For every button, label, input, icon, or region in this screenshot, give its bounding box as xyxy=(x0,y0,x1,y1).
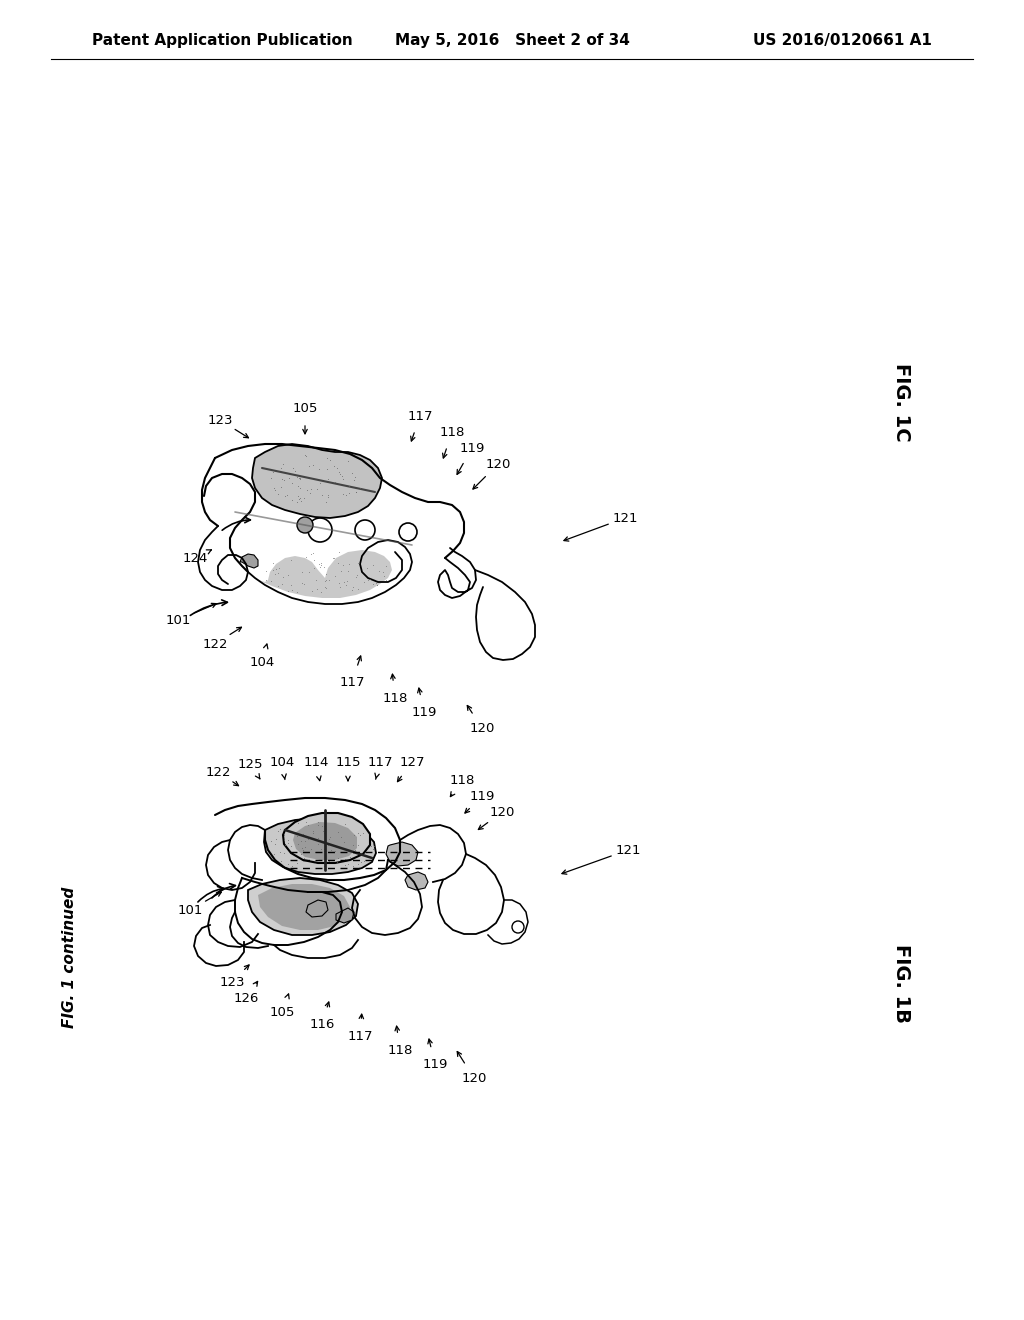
Text: 117: 117 xyxy=(408,409,433,422)
Polygon shape xyxy=(406,873,428,890)
Text: 121: 121 xyxy=(612,511,638,524)
Text: 118: 118 xyxy=(387,1044,413,1056)
Polygon shape xyxy=(258,884,350,931)
Text: 118: 118 xyxy=(382,692,408,705)
Text: 104: 104 xyxy=(250,656,274,668)
Polygon shape xyxy=(240,554,258,568)
Text: 117: 117 xyxy=(347,1030,373,1043)
Text: 105: 105 xyxy=(292,401,317,414)
Text: 117: 117 xyxy=(368,755,393,768)
Text: 116: 116 xyxy=(309,1018,335,1031)
Text: Patent Application Publication: Patent Application Publication xyxy=(92,33,353,49)
Text: 104: 104 xyxy=(269,755,295,768)
Polygon shape xyxy=(283,813,370,863)
Text: FIG. 1B: FIG. 1B xyxy=(892,944,910,1023)
Circle shape xyxy=(297,517,313,533)
Text: 122: 122 xyxy=(205,766,230,779)
Polygon shape xyxy=(258,550,392,598)
Text: FIG. 1C: FIG. 1C xyxy=(892,363,910,442)
Text: 119: 119 xyxy=(412,705,436,718)
Text: 119: 119 xyxy=(460,441,484,454)
Text: 120: 120 xyxy=(469,722,495,734)
Text: 114: 114 xyxy=(303,755,329,768)
Text: 120: 120 xyxy=(489,805,515,818)
Text: 115: 115 xyxy=(335,755,360,768)
Text: 127: 127 xyxy=(399,755,425,768)
Text: 121: 121 xyxy=(615,843,641,857)
Text: 105: 105 xyxy=(269,1006,295,1019)
Text: 120: 120 xyxy=(462,1072,486,1085)
Text: 119: 119 xyxy=(422,1057,447,1071)
Polygon shape xyxy=(336,908,354,923)
Text: 119: 119 xyxy=(469,789,495,803)
Polygon shape xyxy=(293,822,357,861)
Text: 125: 125 xyxy=(238,758,263,771)
Text: 126: 126 xyxy=(233,991,259,1005)
Text: 120: 120 xyxy=(485,458,511,470)
Text: 118: 118 xyxy=(439,425,465,438)
Polygon shape xyxy=(386,842,418,866)
Text: 117: 117 xyxy=(339,676,365,689)
Polygon shape xyxy=(248,878,358,935)
Polygon shape xyxy=(264,818,376,874)
Text: FIG. 1 continued: FIG. 1 continued xyxy=(62,886,77,1028)
Text: 118: 118 xyxy=(450,774,475,787)
Text: 124: 124 xyxy=(182,552,208,565)
Text: 101: 101 xyxy=(165,614,190,627)
Text: 123: 123 xyxy=(207,413,232,426)
Text: 122: 122 xyxy=(203,638,227,651)
Polygon shape xyxy=(252,444,382,517)
Text: 123: 123 xyxy=(219,975,245,989)
Text: May 5, 2016   Sheet 2 of 34: May 5, 2016 Sheet 2 of 34 xyxy=(394,33,630,49)
Text: US 2016/0120661 A1: US 2016/0120661 A1 xyxy=(753,33,932,49)
Polygon shape xyxy=(306,900,328,917)
Text: 101: 101 xyxy=(177,903,203,916)
